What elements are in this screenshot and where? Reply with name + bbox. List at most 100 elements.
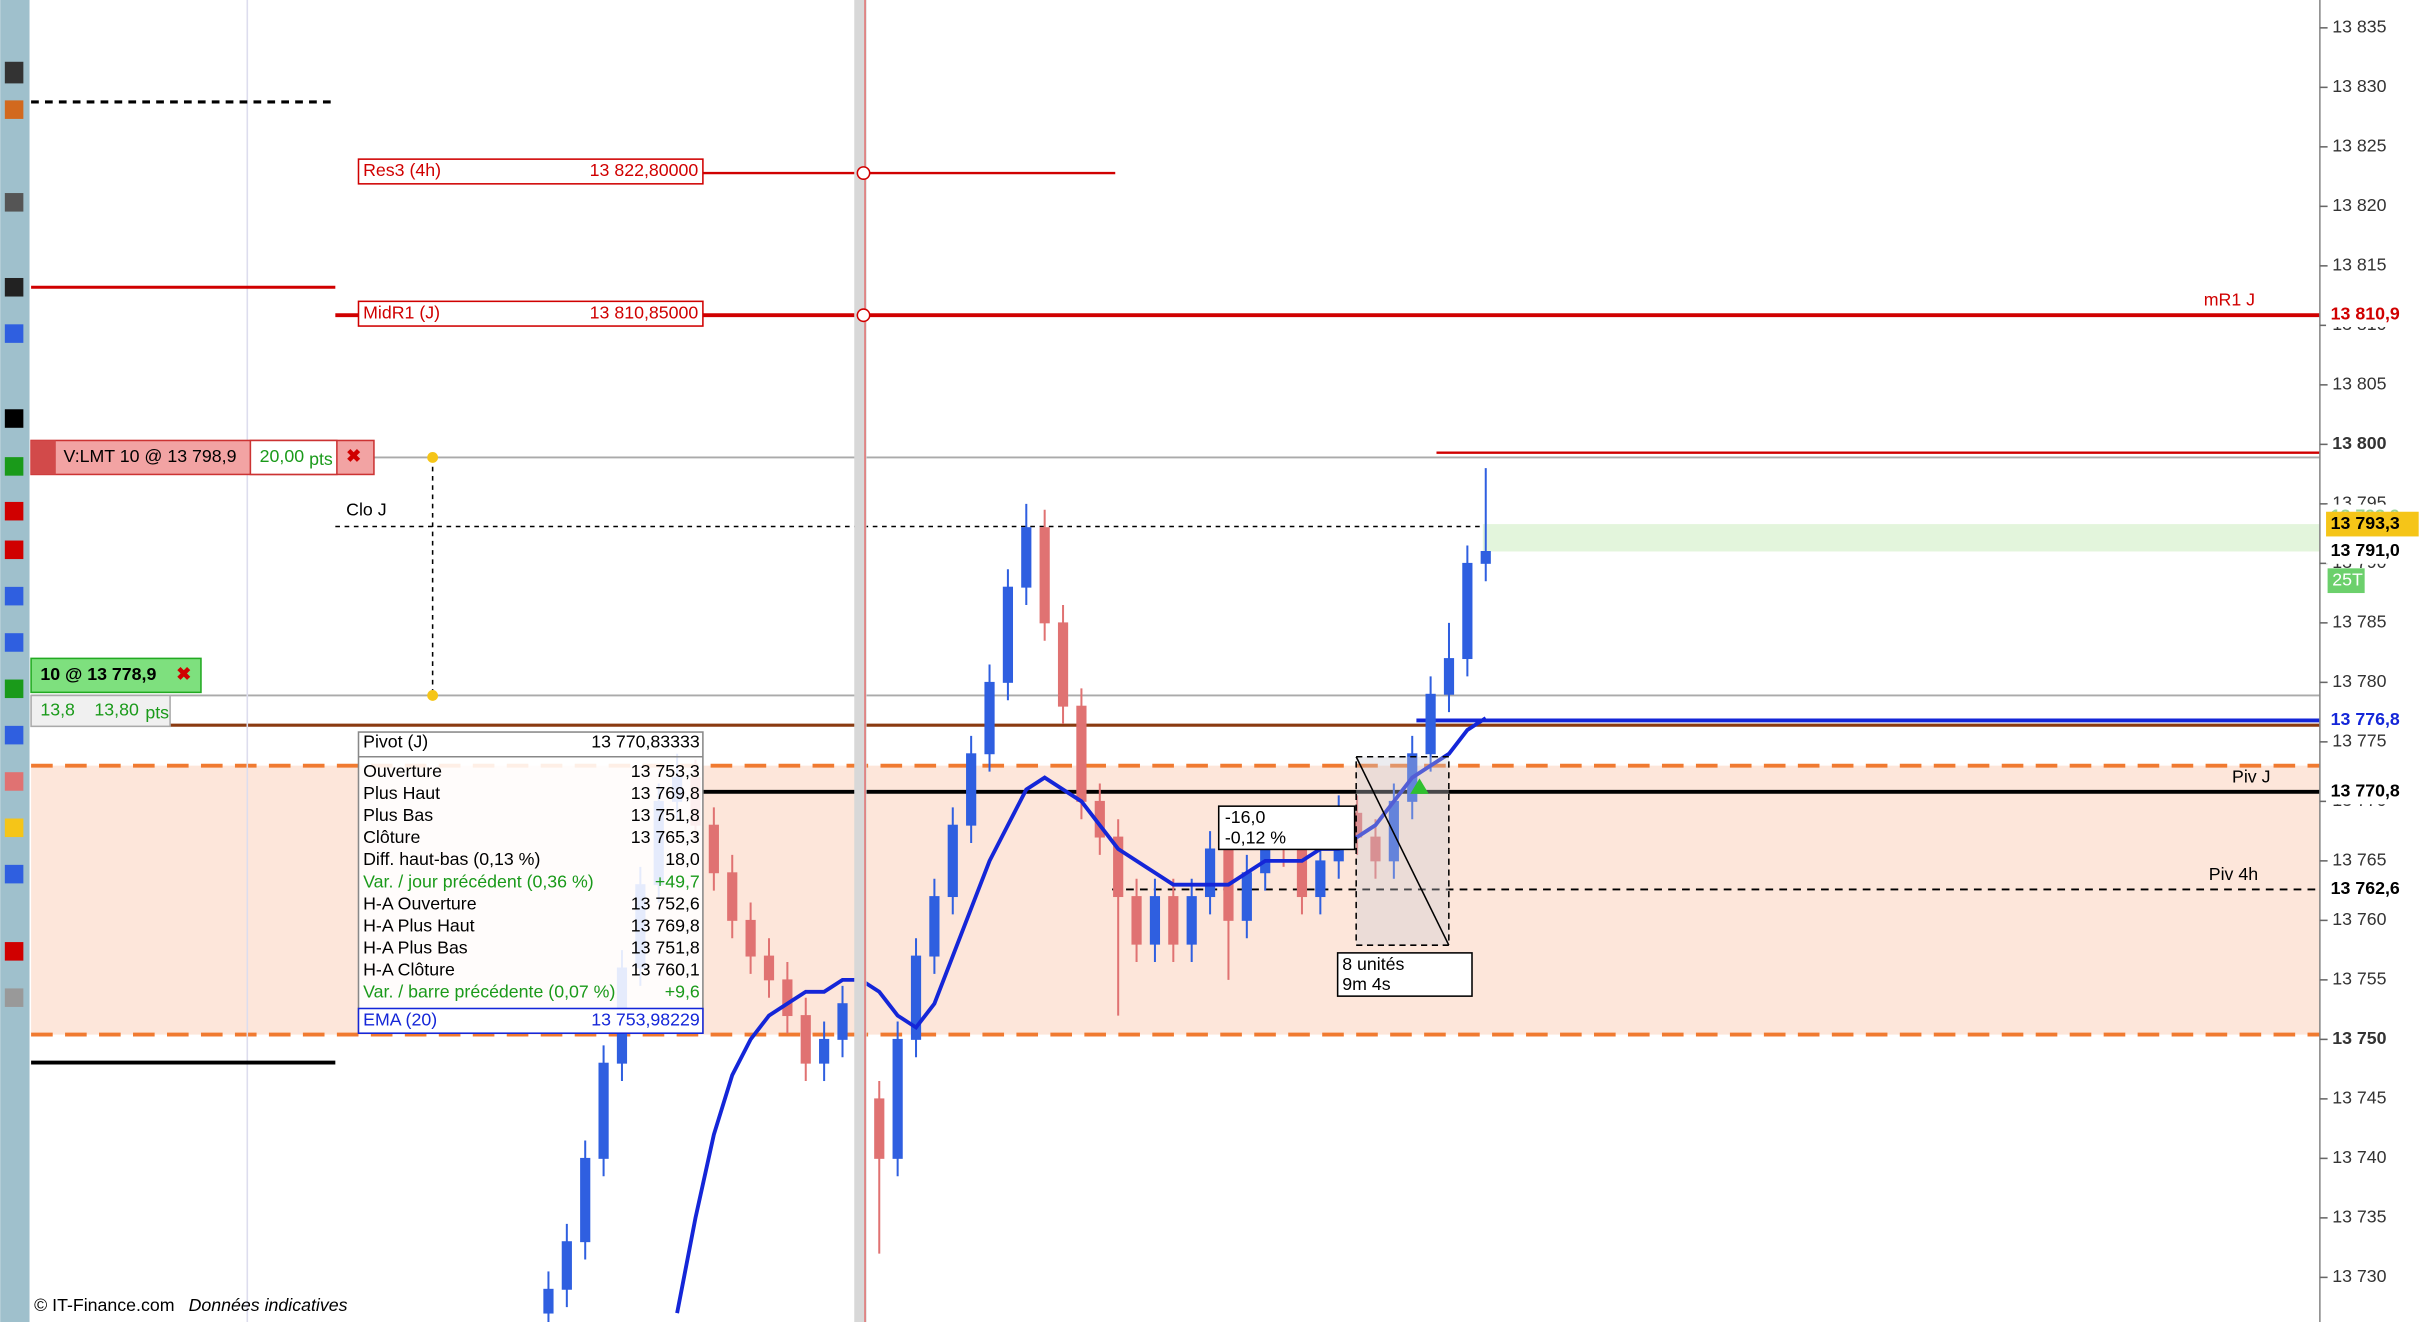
info-value: 13 760,1: [631, 960, 700, 980]
info-label: H-A Plus Bas: [363, 938, 468, 958]
order-anchor: [427, 452, 439, 463]
level-label: Res3 (4h): [363, 160, 441, 180]
tool-icon[interactable]: [4, 100, 24, 119]
candle-body: [1204, 848, 1216, 898]
tool-icon[interactable]: [4, 324, 24, 343]
tool-icon[interactable]: [4, 409, 24, 428]
y-tick-label: 13 760: [2332, 909, 2386, 929]
cursor-band: [854, 0, 867, 1322]
price-label-bg: [2326, 539, 2419, 564]
footer: © IT-Finance.com: [34, 1295, 174, 1315]
candle-body: [947, 824, 958, 898]
badge: 25T: [2332, 569, 2363, 589]
order-close[interactable]: ✖: [176, 664, 191, 684]
signal-arrow: [1410, 778, 1429, 794]
candle-body: [910, 955, 922, 1040]
order-unit: pts: [309, 449, 333, 469]
tool-icon[interactable]: [4, 61, 24, 84]
info-value: +9,6: [665, 982, 700, 1002]
candle-body: [543, 1288, 554, 1314]
order-close[interactable]: ✖: [346, 446, 361, 466]
tool-icon[interactable]: [4, 540, 24, 560]
y-tick-label: 13 805: [2332, 374, 2386, 394]
y-tick-label: 13 775: [2332, 731, 2386, 751]
info-value: 13 752,6: [631, 893, 700, 913]
tool-icon[interactable]: [4, 772, 24, 791]
info-label: Var. / barre précédente (0,07 %): [363, 982, 615, 1002]
info-value: 18,0: [665, 849, 700, 869]
order-amount-bg: [30, 694, 171, 728]
level-label: mR1 J: [2204, 289, 2255, 309]
y-tick-label: 13 820: [2332, 195, 2386, 215]
info-value: 13 765,3: [631, 827, 700, 847]
price-label: 13 793,3: [2331, 513, 2400, 533]
order-amount: 13,8: [40, 700, 75, 720]
level-label: Piv 4h: [2209, 864, 2258, 884]
tool-icon[interactable]: [4, 725, 24, 745]
candle-body: [800, 1015, 811, 1064]
candle-body: [984, 681, 995, 755]
info-label: Plus Haut: [363, 783, 440, 803]
tool-icon[interactable]: [4, 586, 24, 606]
level-label: MidR1 (J): [363, 302, 440, 322]
price-label: 13 791,0: [2331, 540, 2400, 560]
tool-icon[interactable]: [4, 679, 24, 699]
tool-icon[interactable]: [4, 457, 24, 476]
tool-icon[interactable]: [4, 633, 24, 652]
level-value: 13 810,85000: [590, 302, 699, 322]
candle-body: [929, 896, 940, 957]
overlay: 13 730 13 735 13 740 13 745 13 750 13 755 13 7…: [30, 17, 2419, 1315]
measure-diag: [1355, 756, 1450, 946]
measure-box: [1336, 952, 1473, 997]
tool-icon[interactable]: [4, 864, 24, 884]
price-label-bg: [2326, 877, 2419, 902]
tool-icon[interactable]: [4, 501, 24, 521]
tool-icon[interactable]: [4, 942, 24, 961]
ema-box: [357, 1007, 704, 1034]
tool-icon[interactable]: [4, 988, 24, 1007]
candle-body: [1296, 848, 1308, 898]
price-label: 13 770,8: [2331, 781, 2400, 801]
info-value: 13 751,8: [631, 938, 700, 958]
candle-body: [727, 872, 738, 921]
candle-body: [1315, 860, 1326, 898]
order-handle[interactable]: [31, 440, 56, 475]
info-value: 13 769,8: [631, 783, 700, 803]
info-value: 13 751,8: [631, 805, 700, 825]
tool-icon[interactable]: [4, 193, 24, 212]
info-label: H-A Clôture: [363, 960, 455, 980]
info-label: H-A Ouverture: [363, 893, 477, 913]
candle-body: [1462, 562, 1473, 660]
y-tick-label: 13 780: [2332, 671, 2386, 691]
tool-icon[interactable]: [4, 277, 24, 297]
toolbar-bg: [0, 0, 30, 1322]
candle-body: [1076, 705, 1087, 802]
info-title-value: 13 770,83333: [591, 732, 700, 752]
ema-value: 13 753,98229: [591, 1010, 700, 1030]
measure-duration: 9m 4s: [1342, 974, 1390, 994]
level-box: [357, 300, 704, 327]
price-label: 13 776,8: [2331, 709, 2400, 729]
candle-body: [763, 955, 775, 981]
candle-body: [966, 753, 977, 826]
candle-body: [1480, 550, 1491, 564]
price-label-bg: [2326, 779, 2419, 805]
candle-body: [837, 1003, 848, 1040]
order-unit: pts: [145, 703, 169, 723]
y-tick-label: 13 735: [2332, 1207, 2386, 1227]
candle-body: [1002, 586, 1014, 683]
tool-icon[interactable]: [4, 818, 24, 838]
candle-body: [1113, 836, 1124, 898]
y-tick-label: 13 750: [2332, 1028, 2386, 1048]
footer-note: Données indicatives: [189, 1295, 348, 1315]
level-label: Clo J: [346, 500, 386, 520]
y-tick-label: 13 835: [2332, 17, 2386, 37]
level-box: [357, 158, 704, 185]
info-value: 13 753,3: [631, 761, 700, 781]
candle-body: [1186, 896, 1197, 945]
order-amount-bg: [249, 439, 338, 476]
y-tick-label: 13 815: [2332, 255, 2386, 275]
y-tick-label: 13 825: [2332, 136, 2386, 156]
y-tick-label: 13 800: [2332, 433, 2386, 453]
